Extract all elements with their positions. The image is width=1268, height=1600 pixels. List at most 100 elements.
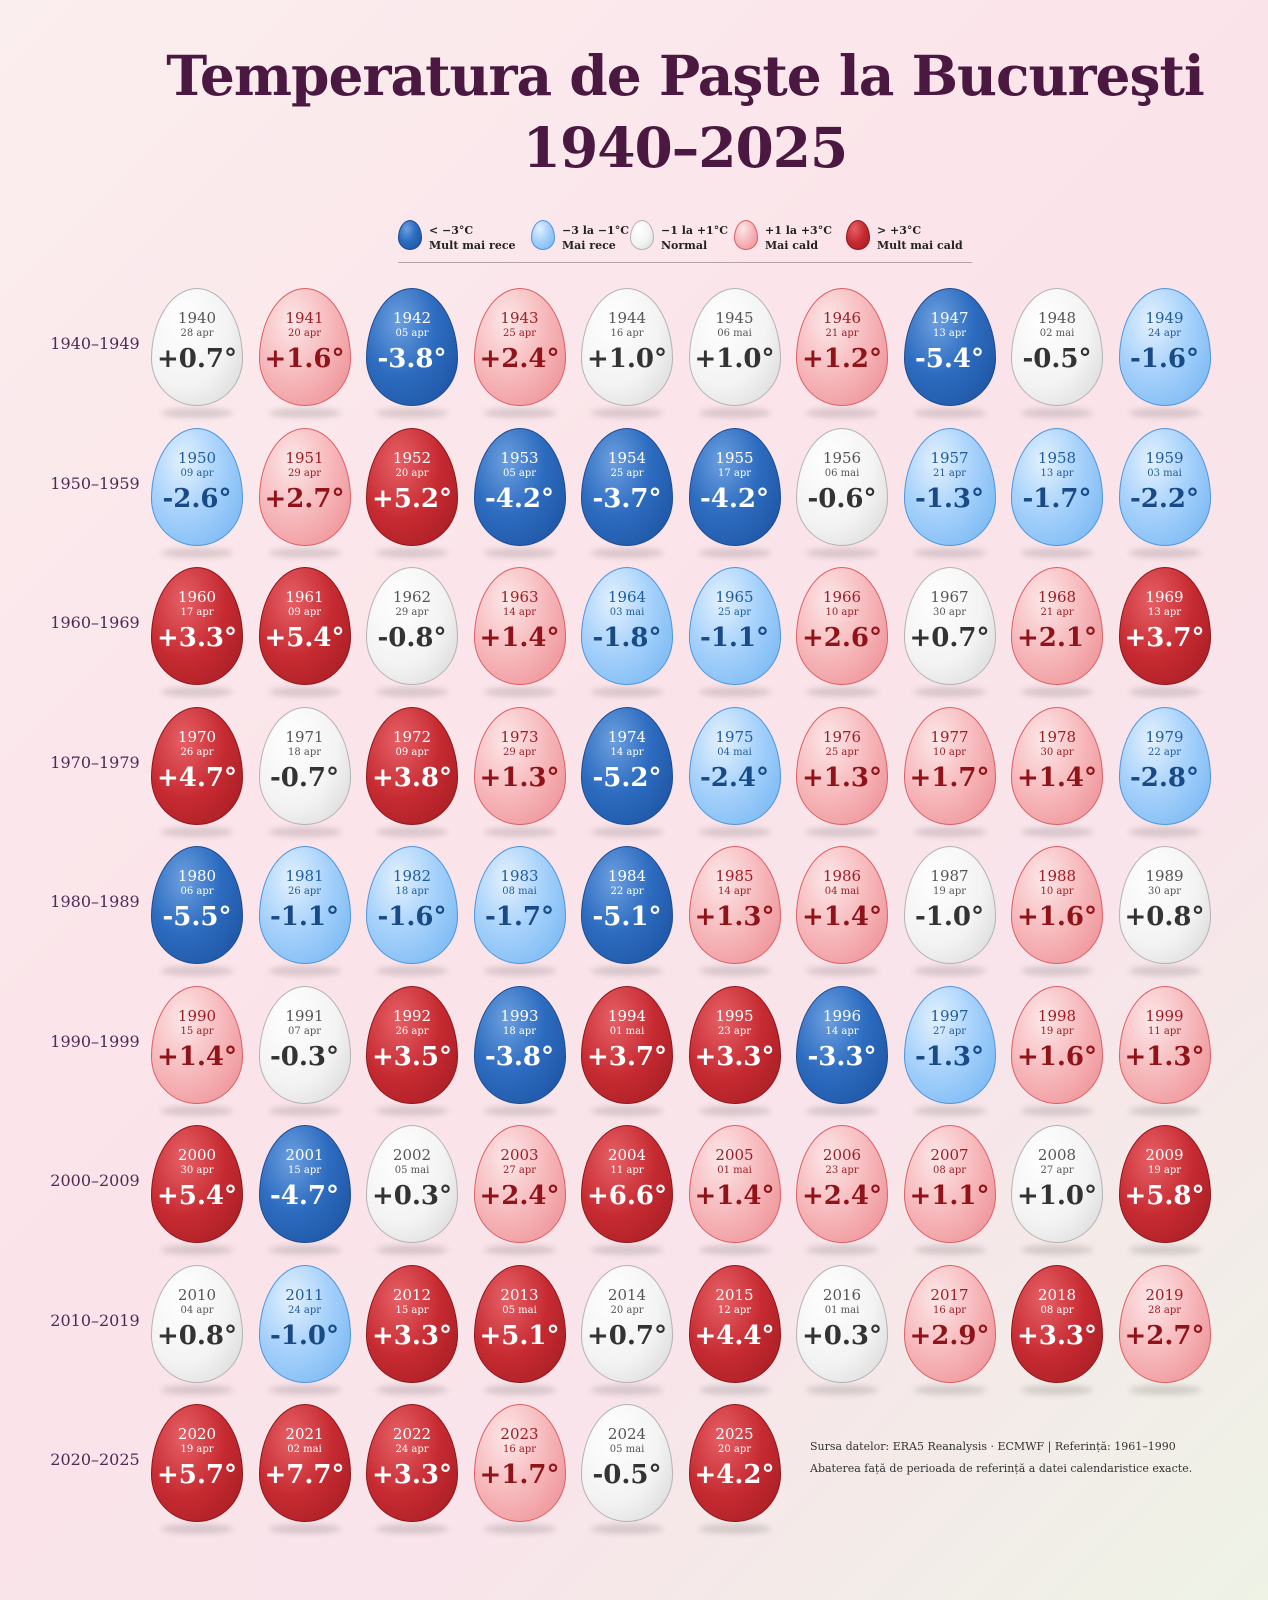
egg-value: +1.0° bbox=[1016, 1181, 1098, 1211]
easter-egg-1957: 1957 21 apr -1.3° bbox=[903, 427, 996, 546]
easter-egg-1997: 1997 27 apr -1.3° bbox=[903, 985, 996, 1104]
easter-egg-1985: 1985 14 apr +1.3° bbox=[688, 846, 781, 964]
easter-egg-2021: 2021 02 mai +7.7° bbox=[258, 1404, 351, 1522]
egg-shadow bbox=[161, 826, 233, 837]
egg-value: +6.6° bbox=[586, 1181, 668, 1211]
easter-egg-2015: 2015 12 apr +4.4° bbox=[688, 1264, 781, 1383]
egg-value: -3.8° bbox=[484, 1041, 555, 1072]
egg-date: 04 mai bbox=[717, 746, 752, 758]
egg-year: 2015 bbox=[715, 1285, 754, 1304]
egg-value: +5.2° bbox=[371, 483, 453, 514]
egg-value: +1.4° bbox=[694, 1181, 775, 1211]
decade-label: 1980–1989 bbox=[50, 892, 140, 911]
easter-egg-2002: 2002 05 mai +0.3° bbox=[366, 1125, 458, 1243]
egg-shadow bbox=[268, 826, 341, 837]
egg-year: 1944 bbox=[607, 309, 647, 327]
egg-date: 22 apr bbox=[610, 886, 644, 897]
egg-shadow bbox=[376, 687, 448, 697]
egg-value: +3.3° bbox=[156, 623, 238, 653]
egg-shadow bbox=[376, 1245, 448, 1255]
egg-year: 1987 bbox=[930, 867, 969, 885]
egg-date: 13 apr bbox=[1040, 467, 1074, 479]
egg-value: +5.1° bbox=[479, 1320, 560, 1351]
egg-date: 06 mai bbox=[824, 467, 860, 479]
egg-shadow bbox=[698, 687, 771, 697]
easter-egg-2007: 2007 08 apr +1.1° bbox=[903, 1125, 996, 1243]
egg-value: -3.3° bbox=[807, 1041, 877, 1072]
egg-shadow bbox=[913, 1245, 986, 1255]
egg-date: 11 apr bbox=[1147, 1025, 1182, 1037]
egg-year: 1975 bbox=[715, 727, 754, 746]
egg-shadow bbox=[376, 1105, 448, 1116]
egg-year: 1958 bbox=[1037, 448, 1077, 467]
egg-year: 1968 bbox=[1037, 588, 1077, 606]
easter-egg-1977: 1977 10 apr +1.7° bbox=[903, 706, 996, 825]
egg-value: +1.6° bbox=[264, 344, 345, 374]
egg-date: 26 apr bbox=[287, 886, 322, 897]
egg-year: 1973 bbox=[500, 727, 539, 746]
egg-year: 1990 bbox=[177, 1006, 217, 1025]
egg-shadow bbox=[591, 966, 663, 976]
egg-value: -2.2° bbox=[1129, 483, 1200, 514]
egg-date: 10 apr bbox=[932, 746, 967, 758]
legend-egg-vwarm bbox=[846, 220, 870, 250]
egg-date: 01 mai bbox=[824, 1304, 860, 1316]
egg-date: 27 apr bbox=[1040, 1165, 1074, 1176]
egg-date: 28 apr bbox=[180, 328, 214, 339]
egg-year: 1952 bbox=[392, 448, 432, 467]
egg-value: +3.3° bbox=[371, 1460, 453, 1490]
egg-shadow bbox=[806, 826, 878, 837]
egg-year: 1950 bbox=[177, 448, 217, 467]
egg-shadow bbox=[698, 408, 771, 418]
egg-date: 04 mai bbox=[824, 886, 860, 897]
egg-date: 26 apr bbox=[395, 1025, 429, 1037]
egg-date: 05 mai bbox=[502, 1304, 537, 1316]
egg-date: 18 apr bbox=[287, 746, 322, 758]
egg-year: 2010 bbox=[177, 1285, 217, 1304]
legend-egg-vcold bbox=[398, 220, 422, 250]
egg-value: -1.6° bbox=[1129, 344, 1200, 374]
egg-shadow bbox=[376, 1524, 448, 1534]
egg-shadow bbox=[913, 687, 986, 697]
egg-value: -5.5° bbox=[162, 902, 232, 932]
egg-year: 2018 bbox=[1037, 1285, 1077, 1304]
egg-value: -4.7° bbox=[269, 1181, 340, 1211]
egg-shadow bbox=[1128, 687, 1201, 697]
easter-egg-1943: 1943 25 apr +2.4° bbox=[473, 288, 566, 406]
egg-year: 1961 bbox=[285, 588, 324, 606]
egg-date: 24 apr bbox=[287, 1304, 322, 1316]
egg-date: 23 apr bbox=[825, 1165, 859, 1176]
egg-value: +4.7° bbox=[156, 762, 238, 793]
egg-value: -5.2° bbox=[592, 762, 662, 793]
egg-year: 1947 bbox=[930, 309, 969, 327]
easter-egg-1952: 1952 20 apr +5.2° bbox=[366, 427, 458, 546]
egg-year: 1974 bbox=[607, 727, 647, 746]
egg-shadow bbox=[1021, 1384, 1093, 1395]
easter-egg-2023: 2023 16 apr +1.7° bbox=[473, 1404, 566, 1522]
egg-value: +5.7° bbox=[156, 1460, 238, 1490]
egg-shadow bbox=[591, 1105, 663, 1116]
easter-egg-2024: 2024 05 mai -0.5° bbox=[581, 1404, 673, 1522]
egg-date: 15 apr bbox=[287, 1165, 322, 1176]
legend-egg-cold bbox=[531, 220, 555, 250]
egg-year: 2024 bbox=[607, 1425, 647, 1443]
egg-value: +1.3° bbox=[479, 762, 560, 793]
egg-year: 1948 bbox=[1037, 309, 1077, 327]
egg-date: 18 apr bbox=[395, 886, 429, 897]
egg-value: +3.7° bbox=[586, 1041, 668, 1072]
egg-year: 2022 bbox=[392, 1425, 432, 1443]
egg-date: 19 apr bbox=[1147, 1165, 1182, 1176]
easter-egg-1954: 1954 25 apr -3.7° bbox=[581, 427, 673, 546]
egg-year: 2016 bbox=[822, 1285, 862, 1304]
egg-shadow bbox=[376, 966, 448, 976]
egg-date: 19 apr bbox=[932, 886, 967, 897]
legend-label: Mult mai cald bbox=[877, 239, 963, 252]
egg-year: 1992 bbox=[392, 1006, 432, 1025]
egg-date: 09 apr bbox=[287, 607, 322, 618]
legend-label: Normal bbox=[661, 239, 708, 252]
egg-value: -3.8° bbox=[377, 344, 447, 374]
easter-egg-1986: 1986 04 mai +1.4° bbox=[796, 846, 888, 964]
easter-egg-1995: 1995 23 apr +3.3° bbox=[688, 985, 781, 1104]
egg-shadow bbox=[161, 1384, 233, 1395]
egg-date: 24 apr bbox=[1147, 328, 1182, 339]
